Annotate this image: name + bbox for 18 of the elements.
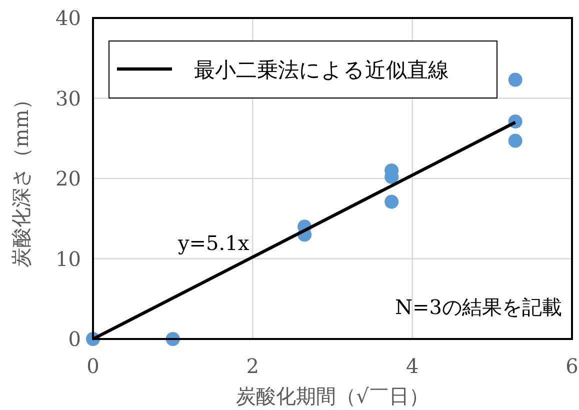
point bbox=[508, 72, 522, 87]
annotation: y=5.1x bbox=[177, 231, 250, 255]
x-tick-label: 2 bbox=[246, 354, 260, 378]
legend-label: 最小二乗法による近似直線 bbox=[194, 58, 449, 82]
y-axis-title: 炭酸化深さ（mm） bbox=[9, 90, 33, 268]
y-tick-label: 20 bbox=[56, 166, 81, 190]
legend: 最小二乗法による近似直線 bbox=[108, 40, 498, 98]
y-tick-label: 40 bbox=[56, 6, 81, 30]
x-tick-label: 4 bbox=[406, 354, 419, 378]
annotation: N=3の結果を記載 bbox=[395, 295, 562, 319]
y-tick-label: 0 bbox=[68, 327, 81, 351]
y-tick-label: 30 bbox=[56, 86, 81, 110]
x-axis-title: 炭酸化期間（√￣日） bbox=[236, 384, 429, 408]
point bbox=[508, 134, 522, 148]
y-tick-label: 10 bbox=[56, 246, 81, 271]
point bbox=[384, 194, 399, 209]
x-tick-label: 0 bbox=[86, 354, 100, 378]
x-tick-label: 6 bbox=[566, 354, 578, 378]
